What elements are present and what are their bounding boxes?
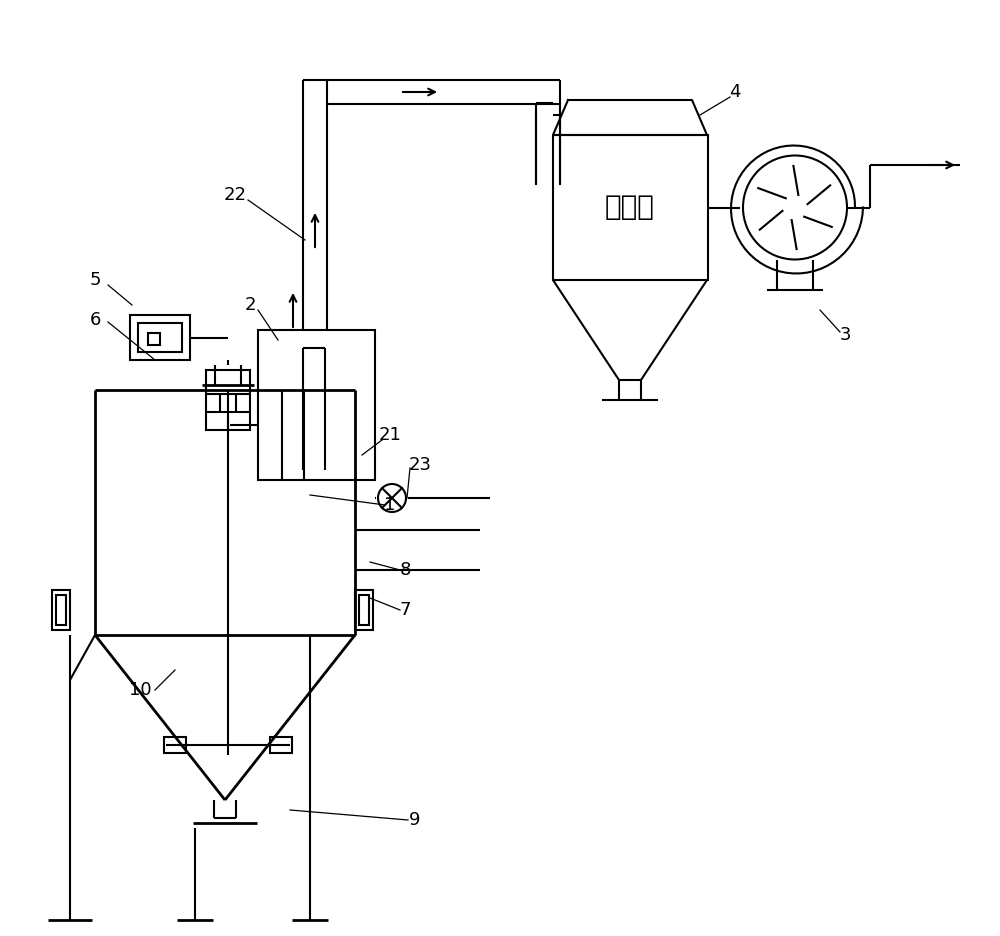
Bar [148,333,160,345]
Text: 2: 2 [244,296,256,314]
Text: 1: 1 [384,496,396,514]
Bar [270,737,292,753]
Text: 3: 3 [839,326,851,344]
Bar [52,590,70,630]
Bar [130,315,190,360]
Text: 7: 7 [399,601,411,619]
Bar [355,590,373,630]
Bar [56,595,66,625]
Bar [258,330,375,480]
Text: 除尘器: 除尘器 [605,194,655,222]
Circle shape [378,484,406,512]
Text: 10: 10 [129,681,151,699]
Bar [164,737,186,753]
Text: 8: 8 [399,561,411,579]
Bar [359,595,369,625]
Text: 23: 23 [409,456,432,474]
Text: 9: 9 [409,811,421,829]
Bar [553,135,708,280]
Text: 4: 4 [729,83,741,101]
Bar [138,323,182,352]
Bar [206,370,250,430]
Text: 6: 6 [89,311,101,329]
Text: 22: 22 [224,186,246,204]
Text: 5: 5 [89,271,101,289]
Text: 21: 21 [379,426,401,444]
